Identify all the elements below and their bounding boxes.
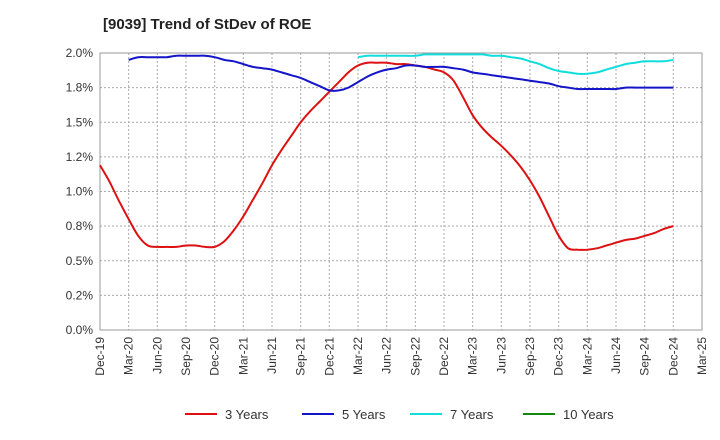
- x-tick-label: Mar-24: [580, 337, 594, 375]
- legend-label: 7 Years: [450, 407, 494, 422]
- x-tick-label: Jun-24: [609, 337, 623, 374]
- y-tick-label: 1.2%: [66, 150, 94, 164]
- series-line-1: [99, 61, 674, 251]
- x-tick-label: Mar-23: [466, 337, 480, 375]
- x-tick-label: Mar-20: [122, 337, 136, 375]
- x-tick-label: Sep-24: [638, 337, 652, 376]
- legend-label: 3 Years: [225, 407, 269, 422]
- x-tick-label: Dec-22: [437, 337, 451, 376]
- legend: 3 Years 5 Years 7 Years 10 Years: [185, 407, 614, 422]
- x-tick-label: Dec-21: [322, 337, 336, 376]
- series-lines: [99, 53, 674, 251]
- x-tick-label: Jun-23: [494, 337, 508, 374]
- x-tick-label: Sep-23: [523, 337, 537, 376]
- y-tick-label: 0.8%: [66, 219, 94, 233]
- plot-area: [99, 52, 703, 331]
- x-tick-label: Dec-24: [666, 337, 680, 376]
- series-line-2: [128, 54, 674, 92]
- legend-label: 5 Years: [342, 407, 386, 422]
- y-tick-label: 1.0%: [66, 185, 94, 199]
- series-line-3: [357, 53, 674, 75]
- y-tick-label: 0.2%: [66, 288, 94, 302]
- x-tick-label: Mar-21: [236, 337, 250, 375]
- x-tick-label: Sep-20: [179, 337, 193, 376]
- y-tick-label: 2.0%: [66, 46, 94, 60]
- x-tick-label: Jun-22: [380, 337, 394, 374]
- x-tick-label: Sep-22: [408, 337, 422, 376]
- y-tick-label: 0.0%: [66, 323, 94, 337]
- y-tick-label: 0.5%: [66, 254, 94, 268]
- x-axis-labels: Dec-19 Mar-20 Jun-20 Sep-20 Dec-20 Mar-21 Jun-…: [93, 337, 709, 376]
- y-tick-label: 1.5%: [66, 115, 94, 129]
- x-tick-label: Dec-20: [208, 337, 222, 376]
- y-tick-label: 1.8%: [66, 81, 94, 95]
- grid-lines: [99, 52, 703, 331]
- x-tick-label: Jun-21: [265, 337, 279, 374]
- y-axis-labels: 0.0% 0.2% 0.5% 0.8% 1.0% 1.2% 1.5% 1.8% 2.0%: [66, 46, 94, 337]
- x-tick-label: Mar-25: [695, 337, 709, 375]
- x-tick-label: Jun-20: [150, 337, 164, 374]
- x-tick-label: Sep-21: [294, 337, 308, 376]
- x-tick-label: Mar-22: [351, 337, 365, 375]
- chart-title: [9039] Trend of StDev of ROE: [103, 16, 311, 33]
- x-tick-label: Dec-23: [552, 337, 566, 376]
- legend-label: 10 Years: [563, 407, 614, 422]
- x-tick-label: Dec-19: [93, 337, 107, 376]
